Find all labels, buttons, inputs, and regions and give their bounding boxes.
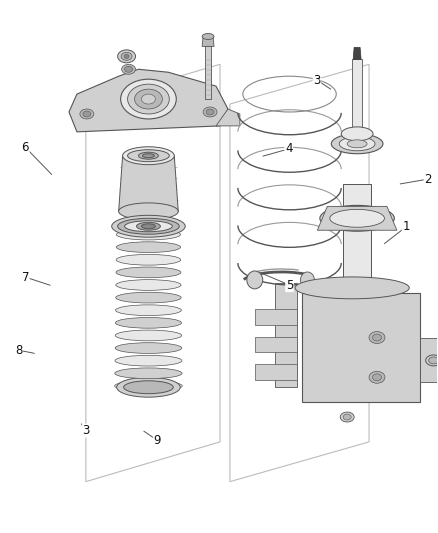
Ellipse shape [137, 222, 160, 230]
Ellipse shape [124, 381, 173, 394]
Polygon shape [352, 59, 362, 134]
Text: 8: 8 [15, 344, 22, 357]
Ellipse shape [127, 84, 170, 114]
Ellipse shape [116, 254, 181, 265]
Polygon shape [318, 206, 397, 230]
Ellipse shape [340, 412, 354, 422]
Ellipse shape [117, 242, 180, 253]
Ellipse shape [369, 372, 385, 383]
Ellipse shape [202, 34, 214, 39]
Ellipse shape [115, 318, 181, 328]
Ellipse shape [369, 332, 385, 343]
Ellipse shape [116, 280, 181, 290]
Polygon shape [69, 69, 228, 132]
Text: 9: 9 [153, 434, 161, 447]
Polygon shape [353, 47, 361, 59]
Ellipse shape [341, 127, 373, 141]
Polygon shape [205, 46, 211, 99]
Ellipse shape [429, 357, 438, 364]
Text: 7: 7 [21, 271, 29, 284]
Ellipse shape [141, 224, 155, 229]
Ellipse shape [118, 50, 135, 63]
Ellipse shape [331, 134, 383, 154]
Ellipse shape [116, 292, 181, 303]
Ellipse shape [138, 152, 159, 159]
Ellipse shape [206, 109, 214, 115]
Text: 5: 5 [286, 279, 293, 292]
Ellipse shape [295, 277, 409, 299]
Ellipse shape [343, 414, 351, 420]
Ellipse shape [426, 355, 438, 366]
Ellipse shape [134, 89, 162, 109]
Ellipse shape [115, 356, 182, 366]
Ellipse shape [115, 330, 182, 341]
Text: 3: 3 [313, 74, 321, 86]
Ellipse shape [123, 147, 174, 165]
Ellipse shape [122, 64, 135, 74]
Ellipse shape [347, 140, 367, 148]
Polygon shape [275, 283, 297, 387]
Ellipse shape [203, 107, 217, 117]
Text: 4: 4 [285, 142, 293, 156]
Ellipse shape [141, 94, 155, 104]
Ellipse shape [373, 334, 381, 341]
Polygon shape [255, 365, 297, 380]
Polygon shape [255, 336, 297, 352]
Ellipse shape [124, 66, 133, 72]
Ellipse shape [247, 271, 263, 289]
Ellipse shape [127, 150, 170, 161]
Ellipse shape [124, 221, 172, 232]
Polygon shape [420, 337, 438, 382]
Ellipse shape [116, 267, 181, 278]
Ellipse shape [373, 374, 381, 381]
Ellipse shape [115, 381, 182, 391]
Ellipse shape [80, 109, 94, 119]
Ellipse shape [300, 272, 314, 288]
Polygon shape [343, 183, 371, 283]
Ellipse shape [112, 215, 185, 237]
Ellipse shape [83, 111, 91, 117]
Ellipse shape [124, 54, 129, 58]
Ellipse shape [117, 377, 180, 397]
Ellipse shape [330, 209, 385, 227]
Polygon shape [202, 36, 214, 46]
Text: 6: 6 [21, 141, 29, 154]
Ellipse shape [320, 205, 394, 231]
Text: 1: 1 [403, 220, 410, 233]
Polygon shape [255, 309, 297, 325]
Text: 3: 3 [83, 424, 90, 437]
Ellipse shape [142, 154, 155, 158]
Text: 2: 2 [424, 173, 432, 185]
Polygon shape [303, 293, 420, 402]
Ellipse shape [120, 79, 176, 119]
Ellipse shape [117, 229, 180, 240]
Ellipse shape [339, 137, 375, 151]
Ellipse shape [115, 368, 182, 378]
Polygon shape [216, 109, 240, 126]
Ellipse shape [121, 52, 132, 60]
Ellipse shape [119, 203, 178, 220]
Ellipse shape [118, 219, 179, 234]
Ellipse shape [115, 343, 182, 353]
Ellipse shape [116, 305, 181, 316]
Polygon shape [119, 156, 178, 212]
